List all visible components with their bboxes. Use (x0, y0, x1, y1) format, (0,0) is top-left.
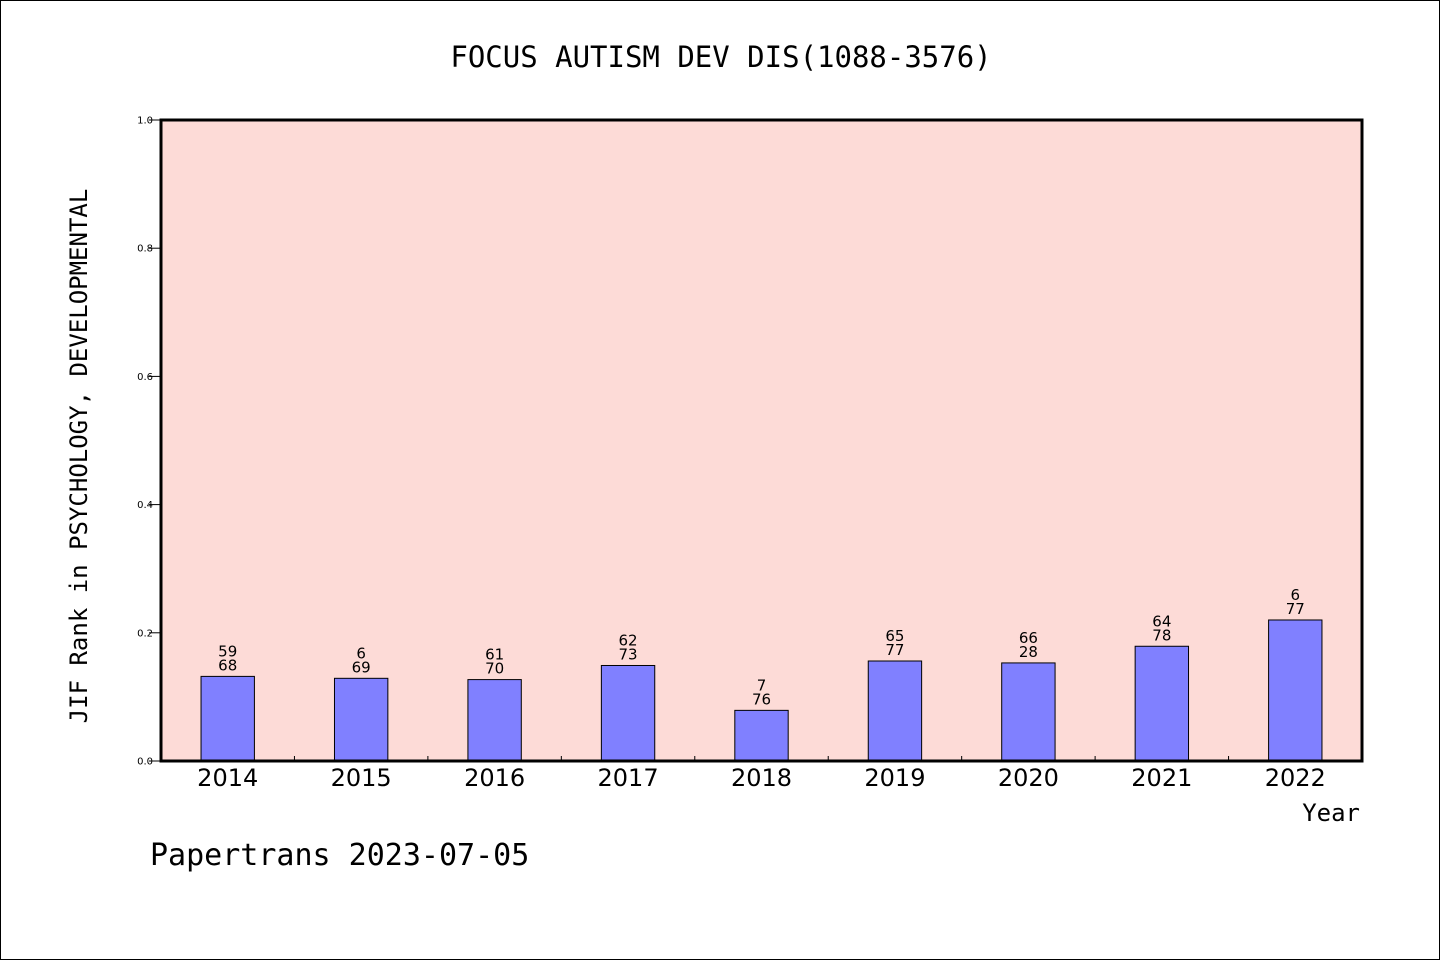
y-tick-label: 0.0 (137, 757, 153, 768)
bar-2020 (1001, 662, 1056, 762)
y-tick-label: 0.2 (137, 628, 153, 639)
data-label-top: 65 (885, 627, 904, 645)
data-label-top: 59 (218, 642, 237, 660)
y-axis: 0.0 0.2 0.4 0.6 0.8 1.0 (137, 116, 161, 768)
bar-2014 (200, 675, 255, 762)
x-tick-label: 2022 (1265, 764, 1326, 792)
data-label-top: 6 (356, 644, 366, 662)
bar-2016 (467, 679, 522, 762)
x-axis-label: Year (1302, 799, 1360, 827)
x-tick-label: 2020 (998, 764, 1059, 792)
bar-2022 (1268, 619, 1323, 762)
data-label-bottom: 76 (752, 690, 771, 708)
x-tick-label: 2017 (598, 764, 659, 792)
data-label-bottom: 69 (352, 658, 371, 676)
bar-2017 (600, 664, 656, 762)
x-tick-label: 2014 (197, 764, 258, 792)
plot-border (159, 118, 1364, 763)
y-axis-label: JIF Rank in PSYCHOLOGY, DEVELOPMENTAL (65, 189, 93, 724)
data-label-top: 62 (619, 631, 638, 649)
bar-2019 (867, 660, 923, 762)
data-label-bottom: 70 (485, 660, 504, 678)
data-label-bottom: 77 (1286, 600, 1305, 618)
data-label-bottom: 68 (218, 656, 237, 674)
data-label-bottom: 77 (885, 641, 904, 659)
data-label-bottom: 73 (619, 645, 638, 663)
bar-2021 (1134, 645, 1190, 762)
x-tick-label: 2018 (731, 764, 792, 792)
bar-2018 (734, 709, 789, 762)
bars-layer (200, 619, 1323, 762)
x-axis: 2014 2015 2016 2017 2018 2019 2020 2021 2022 (197, 756, 1326, 792)
chart-title: FOCUS AUTISM DEV DIS(1088-3576) (450, 40, 991, 74)
x-tick-label: 2021 (1131, 764, 1192, 792)
footer-text: Papertrans 2023-07-05 (150, 838, 529, 873)
y-tick-label: 0.4 (137, 500, 153, 511)
x-tick-label: 2016 (464, 764, 525, 792)
y-tick-label: 0.8 (137, 244, 153, 255)
data-label-top: 66 (1019, 629, 1038, 647)
data-label-top: 7 (757, 676, 767, 694)
x-tick-label: 2015 (331, 764, 392, 792)
data-label-top: 64 (1152, 612, 1171, 630)
data-label-top: 61 (485, 646, 504, 664)
y-tick-label: 0.6 (137, 372, 153, 383)
data-label-bottom: 78 (1152, 626, 1171, 644)
bar-2015 (333, 677, 389, 762)
data-label-bottom: 28 (1019, 643, 1038, 661)
data-label-top: 6 (1291, 586, 1301, 604)
y-tick-label: 1.0 (137, 116, 153, 127)
x-tick-label: 2019 (864, 764, 925, 792)
